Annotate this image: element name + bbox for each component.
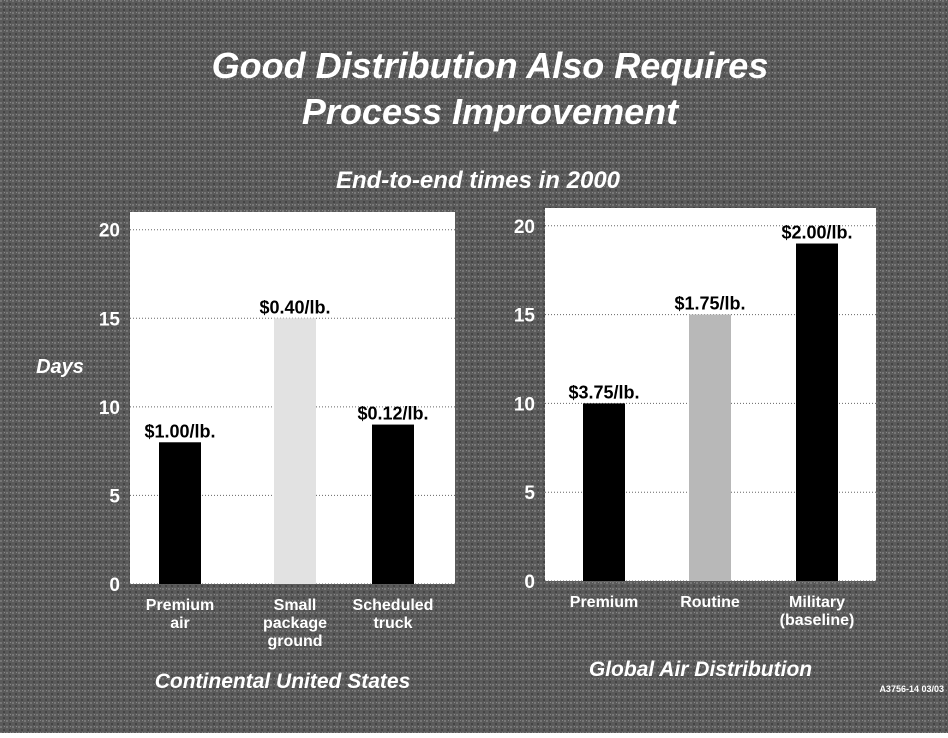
bar-annotation: $3.75/lb. — [568, 382, 639, 402]
x-tick-label: truck — [373, 615, 412, 632]
title-line: Process Improvement — [302, 91, 680, 132]
y-tick-label: 15 — [99, 309, 121, 330]
y-tick-label: 15 — [514, 306, 536, 327]
y-tick-label: 0 — [109, 575, 120, 596]
bar — [274, 318, 316, 584]
bar — [583, 403, 625, 581]
x-axis-label: Global Air Distribution — [589, 658, 812, 681]
bar-annotation: $0.40/lb. — [259, 297, 330, 317]
y-tick-label: 10 — [514, 394, 535, 415]
bar — [372, 424, 414, 584]
footnote: A3756-14 03/03 — [879, 684, 944, 694]
x-tick-label: Routine — [680, 594, 740, 611]
x-tick-label: Small — [274, 597, 317, 614]
y-axis-label: Days — [36, 356, 84, 378]
subtitle: End-to-end times in 2000 — [336, 167, 621, 194]
x-tick-label: air — [170, 615, 190, 632]
y-tick-label: 10 — [99, 398, 120, 419]
x-tick-label: Military — [789, 594, 845, 611]
bar-annotation: $0.12/lb. — [357, 404, 428, 424]
y-tick-label: 20 — [99, 221, 120, 242]
x-axis-label: Continental United States — [155, 670, 411, 693]
x-tick-label: Premium — [570, 594, 638, 611]
x-tick-label: Premium — [146, 597, 214, 614]
y-tick-label: 5 — [109, 486, 120, 507]
bar — [689, 314, 731, 581]
bar-annotation: $2.00/lb. — [781, 223, 852, 243]
title-line: Good Distribution Also Requires — [212, 45, 769, 86]
x-tick-label: ground — [267, 633, 322, 650]
bar-annotation: $1.00/lb. — [144, 421, 215, 441]
y-tick-label: 0 — [524, 572, 535, 593]
x-tick-label: (baseline) — [780, 612, 855, 629]
y-tick-label: 5 — [524, 483, 535, 504]
bar-annotation: $1.75/lb. — [674, 294, 745, 314]
bar — [796, 243, 838, 581]
bar — [159, 442, 201, 584]
y-tick-label: 20 — [514, 217, 535, 238]
x-tick-label: Scheduled — [353, 597, 434, 614]
x-tick-label: package — [263, 615, 327, 632]
